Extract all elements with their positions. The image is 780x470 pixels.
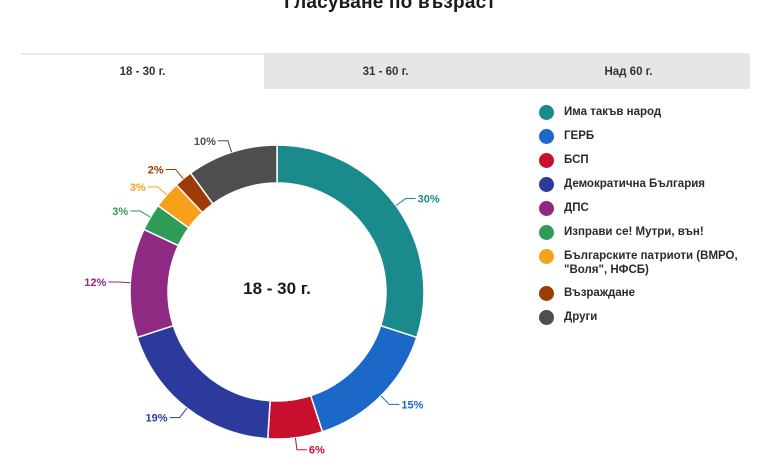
slice-percent-label: 2%: [148, 164, 164, 176]
slice-percent-label: 12%: [84, 277, 106, 289]
legend-label: БСП: [564, 154, 589, 166]
legend-item[interactable]: Други: [539, 310, 769, 325]
slice-leader-line: [130, 210, 151, 218]
legend-swatch: [539, 310, 554, 325]
slice-leader-line: [165, 168, 184, 180]
slice-leader-line: [169, 407, 188, 419]
legend-label: Демократична България: [564, 178, 705, 190]
legend-swatch: [539, 153, 554, 168]
legend-item[interactable]: ДПС: [539, 201, 769, 216]
legend-item[interactable]: Има такъв народ: [539, 105, 769, 120]
slice-leader-line: [395, 198, 416, 207]
slice-leader-line: [380, 395, 400, 405]
slice-leader-line: [108, 281, 131, 284]
age-tabs: 18 - 30 г. 31 - 60 г. Над 60 г.: [21, 53, 750, 89]
donut-center-label: 18 - 30 г.: [243, 279, 311, 298]
tab-over-60[interactable]: Над 60 г.: [604, 66, 653, 78]
legend-item[interactable]: БСП: [539, 153, 769, 168]
legend-item[interactable]: Изправи се! Мутри, вън!: [539, 225, 769, 240]
legend-label: Има такъв народ: [564, 106, 662, 118]
slice-percent-label: 30%: [418, 194, 440, 206]
donut-slice[interactable]: [129, 228, 180, 339]
legend-label: ДПС: [564, 202, 589, 214]
slice-percent-label: 6%: [309, 445, 325, 457]
legend-item[interactable]: Демократична България: [539, 177, 769, 192]
legend-label: Изправи се! Мутри, вън!: [564, 226, 704, 238]
slice-percent-label: 3%: [112, 206, 128, 218]
legend-swatch: [539, 225, 554, 240]
chart-legend: Има такъв народ ГЕРБ БСП Демократична Бъ…: [539, 105, 769, 334]
slice-leader-line: [147, 186, 168, 196]
legend-label: Българските патриоти (ВМРО, "Воля", НФСБ…: [564, 250, 738, 276]
legend-label: Възраждане: [564, 287, 636, 299]
legend-item[interactable]: Възраждане: [539, 286, 769, 301]
slice-percent-label: 15%: [401, 399, 423, 411]
chart-title: Гласуване по възраст: [284, 0, 496, 13]
slice-percent-label: 10%: [194, 136, 216, 148]
slice-leader-line: [294, 437, 307, 451]
donut-chart: 30%15%6%19%12%3%3%2%10% 18 - 30 г.: [84, 136, 440, 457]
legend-swatch: [539, 177, 554, 192]
legend-swatch: [539, 201, 554, 216]
tab-18-30[interactable]: 18 - 30 г.: [21, 53, 264, 89]
donut-slice[interactable]: [276, 144, 425, 339]
legend-swatch: [539, 286, 554, 301]
donut-slice[interactable]: [189, 144, 278, 205]
slice-percent-label: 3%: [130, 182, 146, 194]
tab-31-60[interactable]: 31 - 60 г.: [362, 66, 409, 78]
legend-label: ГЕРБ: [564, 130, 595, 142]
legend-swatch: [539, 249, 554, 264]
legend-item[interactable]: ГЕРБ: [539, 129, 769, 144]
legend-item[interactable]: Българските патриоти (ВМРО, "Воля", НФСБ…: [539, 249, 769, 277]
slice-leader-line: [217, 140, 233, 153]
legend-swatch: [539, 129, 554, 144]
legend-label: Други: [564, 311, 598, 323]
slice-percent-label: 19%: [146, 413, 168, 425]
donut-slice[interactable]: [309, 324, 418, 433]
legend-swatch: [539, 105, 554, 120]
